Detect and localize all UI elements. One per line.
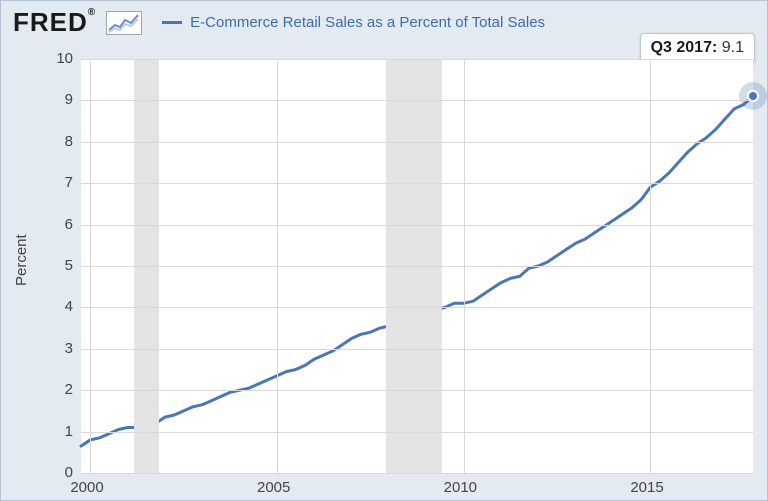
y-tick-label: 3 [47,340,73,357]
y-tick-label: 8 [47,133,73,150]
gridline-v [650,59,651,473]
x-tick-label: 2010 [444,479,477,496]
gridline-h [81,349,753,350]
x-tick-label: 2015 [630,479,663,496]
x-tick-label: 2005 [257,479,290,496]
y-tick-label: 5 [47,257,73,274]
gridline-h [81,100,753,101]
y-tick-label: 10 [47,50,73,67]
gridline-h [81,142,753,143]
y-tick-label: 0 [47,464,73,481]
gridline-h [81,59,753,60]
gridline-h [81,183,753,184]
gridline-h [81,432,753,433]
y-tick-label: 4 [47,298,73,315]
gridline-h [81,266,753,267]
x-tick-label: 2000 [70,479,103,496]
y-tick-label: 9 [47,91,73,108]
gridline-h [81,225,753,226]
gridline-v [464,59,465,473]
gridline-h [81,307,753,308]
gridline-v [90,59,91,473]
y-tick-label: 7 [47,174,73,191]
line-series [1,1,768,501]
gridline-h [81,473,753,474]
y-tick-label: 1 [47,423,73,440]
gridline-v [277,59,278,473]
y-tick-label: 6 [47,216,73,233]
y-tick-label: 2 [47,381,73,398]
gridline-h [81,390,753,391]
